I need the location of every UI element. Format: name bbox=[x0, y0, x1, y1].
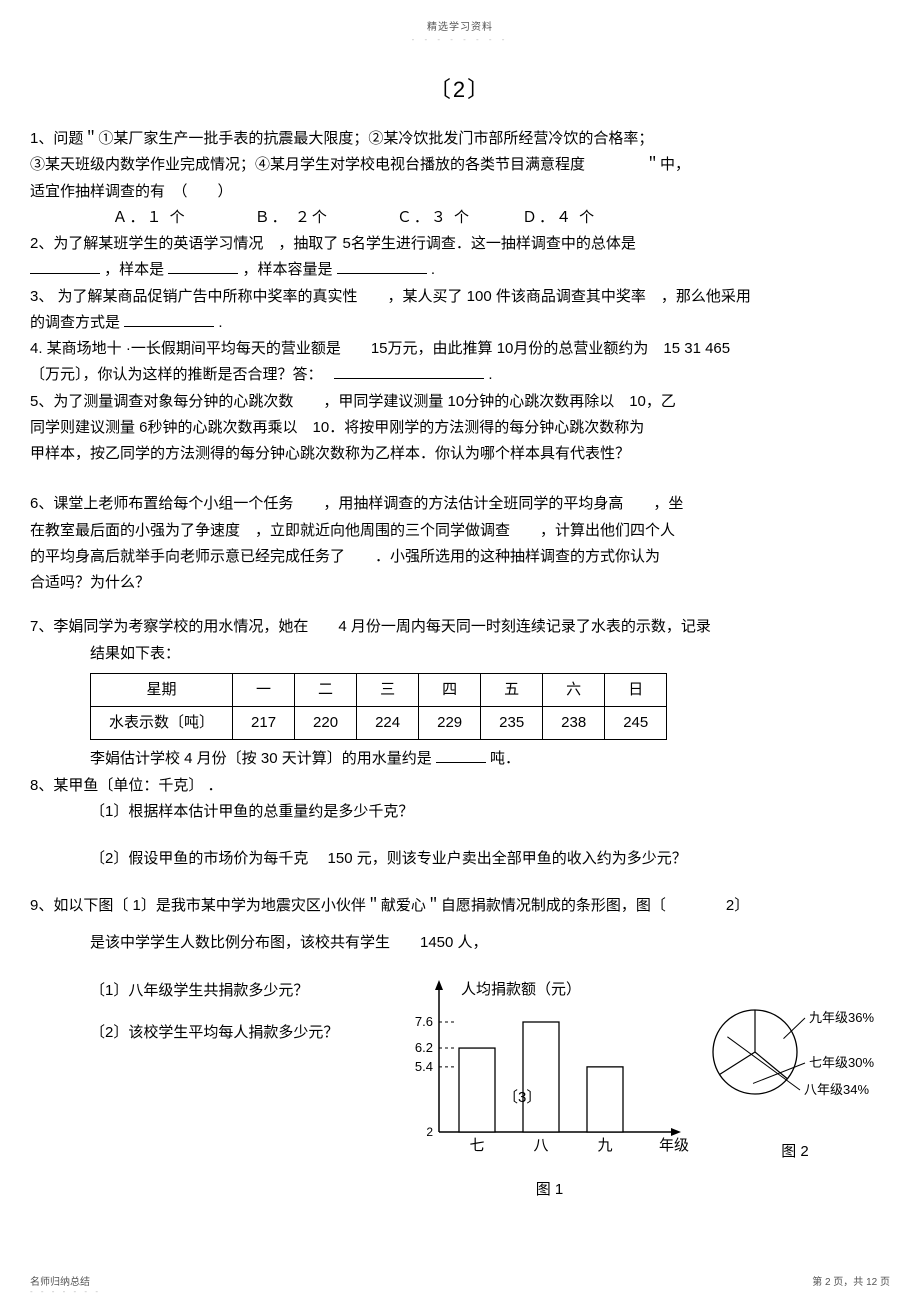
q5-l1: 5、为了测量调查对象每分钟的心跳次数 ，甲同学建议测量 10分钟的心跳次数再除以… bbox=[30, 389, 890, 415]
cell: 星期 bbox=[91, 673, 233, 706]
q1-l2: ③某天班级内数学作业完成情况；④某月学生对学校电视台播放的各类节目满意程度 ＂中… bbox=[30, 152, 890, 178]
q8-l3: 〔2〕假设甲鱼的市场价为每千克 150 元，则该专业户卖出全部甲鱼的收入约为多少… bbox=[30, 846, 890, 872]
t: 李娟估计学校 4 月份〔按 30 天计算〕的用水量约是 bbox=[90, 750, 436, 767]
q3-l1: 3、 为了解某商品促销广告中所称中奖率的真实性 ，某人买了 100 件该商品调查… bbox=[30, 284, 890, 310]
t: . bbox=[488, 366, 492, 383]
cell: 235 bbox=[481, 707, 543, 740]
cell: 217 bbox=[233, 707, 295, 740]
t: . bbox=[431, 261, 435, 278]
blank bbox=[168, 259, 238, 274]
top-header: 精选学习资料 bbox=[30, 18, 890, 33]
svg-text:八: 八 bbox=[533, 1137, 548, 1154]
svg-text:5.4: 5.4 bbox=[415, 1059, 433, 1074]
q6-l4: 合适吗？为什么？ bbox=[30, 570, 890, 596]
q9-row: 〔1〕八年级学生共捐款多少元？ 〔2〕该校学生平均每人捐款多少元？ 人均捐款额（… bbox=[30, 962, 890, 1204]
q6-l3: 的平均身高后就举手向老师示意已经完成任务了 ．小强所选用的这种抽样调查的方式你认… bbox=[30, 544, 890, 570]
footer-right: 第 2 页，共 12 页 bbox=[812, 1273, 890, 1288]
q5-l3: 甲样本，按乙同学的方法测得的每分钟心跳次数称为乙样本．你认为哪个样本具有代表性？ bbox=[30, 441, 890, 467]
q1-l3: 适宜作抽样调查的有 （ ） bbox=[30, 179, 890, 205]
t: ，样本是 bbox=[104, 261, 168, 278]
spacer bbox=[30, 825, 890, 846]
q7-l3: 李娟估计学校 4 月份〔按 30 天计算〕的用水量约是 吨． bbox=[30, 746, 890, 772]
spacer bbox=[30, 872, 890, 893]
spacer bbox=[30, 596, 890, 614]
svg-text:〔3〕: 〔3〕 bbox=[503, 1089, 541, 1106]
table-row: 星期 一 二 三 四 五 六 日 bbox=[91, 673, 667, 706]
svg-text:人均捐款额（元）: 人均捐款额（元） bbox=[461, 981, 581, 998]
t: . bbox=[218, 314, 222, 331]
footer-left: 名师归纳总结 bbox=[30, 1273, 90, 1288]
q3-l2: 的调查方式是 . bbox=[30, 310, 890, 336]
q1-options: Ａ．１ 个 Ｂ． ２个 Ｃ．３ 个 Ｄ．４ 个 bbox=[30, 205, 890, 231]
q6-l1: 6、课堂上老师布置给每个小组一个任务 ，用抽样调查的方法估计全班同学的平均身高 … bbox=[30, 491, 890, 517]
body: 1、问题＂①某厂家生产一批手表的抗震最大限度；②某冷饮批发门市部所经营冷饮的合格… bbox=[30, 126, 890, 1203]
q4-l2: 〔万元〕，你认为这样的推断是否合理？答： . bbox=[30, 362, 890, 388]
cell: 224 bbox=[357, 707, 419, 740]
footer-left-dots: - - - - - - - bbox=[30, 1287, 101, 1296]
q9-l1: 9、如以下图〔 1〕是我市某中学为地震灾区小伙伴＂献爱心＂自愿捐款情况制成的条形… bbox=[30, 893, 890, 919]
cell: 二 bbox=[295, 673, 357, 706]
svg-text:2: 2 bbox=[426, 1125, 433, 1139]
blank bbox=[334, 364, 484, 379]
q9-l2: 是该中学学生人数比例分布图，该校共有学生 1450 人， bbox=[30, 930, 890, 956]
spacer bbox=[30, 467, 890, 491]
q9-sub2: 〔2〕该校学生平均每人捐款多少元？ bbox=[30, 1020, 399, 1046]
cell: 一 bbox=[233, 673, 295, 706]
q9-sub1: 〔1〕八年级学生共捐款多少元？ bbox=[30, 978, 399, 1004]
cell: 六 bbox=[543, 673, 605, 706]
q7-l1: 7、李娟同学为考察学校的用水情况，她在 4 月份一周内每天同一时刻连续记录了水表… bbox=[30, 614, 890, 640]
cell: 五 bbox=[481, 673, 543, 706]
cell: 245 bbox=[605, 707, 667, 740]
svg-text:6.2: 6.2 bbox=[415, 1040, 433, 1055]
q2-l1: 2、为了解某班学生的英语学习情况 ，抽取了 5名学生进行调查．这一抽样调查中的总… bbox=[30, 231, 890, 257]
q9-left: 〔1〕八年级学生共捐款多少元？ 〔2〕该校学生平均每人捐款多少元？ bbox=[30, 962, 399, 1047]
q8-l1: 8、某甲鱼〔单位：千克〕 ． bbox=[30, 773, 890, 799]
svg-text:七年级30%: 七年级30% bbox=[809, 1055, 874, 1070]
blank bbox=[124, 312, 214, 327]
bar-chart: 人均捐款额（元） 七 八 九 7.6 6.2 5.4 2 年级 〔3〕 图 1 bbox=[399, 962, 700, 1204]
pie-chart-svg: 九年级36% 七年级30% 八年级34% bbox=[700, 982, 890, 1122]
q7-l2: 结果如下表： bbox=[30, 641, 890, 667]
q1-l1: 1、问题＂①某厂家生产一批手表的抗震最大限度；②某冷饮批发门市部所经营冷饮的合格… bbox=[30, 126, 890, 152]
chart2-caption: 图 2 bbox=[700, 1139, 890, 1165]
cell: 220 bbox=[295, 707, 357, 740]
blank bbox=[436, 748, 486, 763]
t: 〔万元〕，你认为这样的推断是否合理？答： bbox=[30, 366, 330, 383]
top-header-dots: - - - - - - - - bbox=[30, 35, 890, 44]
pie-chart: 九年级36% 七年级30% 八年级34% 图 2 bbox=[700, 982, 890, 1166]
q5-l2: 同学则建议测量 6秒钟的心跳次数再乘以 10．将按甲刚学的方法测得的每分钟心跳次… bbox=[30, 415, 890, 441]
svg-text:九年级36%: 九年级36% bbox=[809, 1010, 874, 1025]
q4-l1: 4. 某商场地十 ·一长假期间平均每天的营业额是 15万元，由此推算 10月份的… bbox=[30, 336, 890, 362]
blank bbox=[337, 259, 427, 274]
cell: 水表示数〔吨〕 bbox=[91, 707, 233, 740]
svg-text:7.6: 7.6 bbox=[415, 1014, 433, 1029]
bar-chart-svg: 人均捐款额（元） 七 八 九 7.6 6.2 5.4 2 年级 〔3〕 bbox=[399, 962, 699, 1162]
cell: 四 bbox=[419, 673, 481, 706]
t: 的调查方式是 bbox=[30, 314, 124, 331]
q6-l2: 在教室最后面的小强为了争速度 ，立即就近向他周围的三个同学做调查 ，计算出他们四… bbox=[30, 518, 890, 544]
svg-text:八年级34%: 八年级34% bbox=[804, 1082, 869, 1097]
q2-l2: ，样本是 ，样本容量是 . bbox=[30, 257, 890, 283]
cell: 229 bbox=[419, 707, 481, 740]
svg-text:九: 九 bbox=[597, 1137, 612, 1154]
svg-text:七: 七 bbox=[469, 1137, 484, 1154]
svg-text:年级: 年级 bbox=[659, 1137, 689, 1154]
chart1-caption: 图 1 bbox=[399, 1177, 700, 1203]
cell: 238 bbox=[543, 707, 605, 740]
q8-l2: 〔1〕根据样本估计甲鱼的总重量约是多少千克？ bbox=[30, 799, 890, 825]
cell: 三 bbox=[357, 673, 419, 706]
section-number: 〔2〕 bbox=[30, 72, 890, 104]
t: ，样本容量是 bbox=[243, 261, 337, 278]
table-row: 水表示数〔吨〕 217 220 224 229 235 238 245 bbox=[91, 707, 667, 740]
cell: 日 bbox=[605, 673, 667, 706]
q7-table: 星期 一 二 三 四 五 六 日 水表示数〔吨〕 217 220 224 229… bbox=[90, 673, 667, 741]
blank bbox=[30, 259, 100, 274]
t: 吨． bbox=[490, 750, 520, 767]
